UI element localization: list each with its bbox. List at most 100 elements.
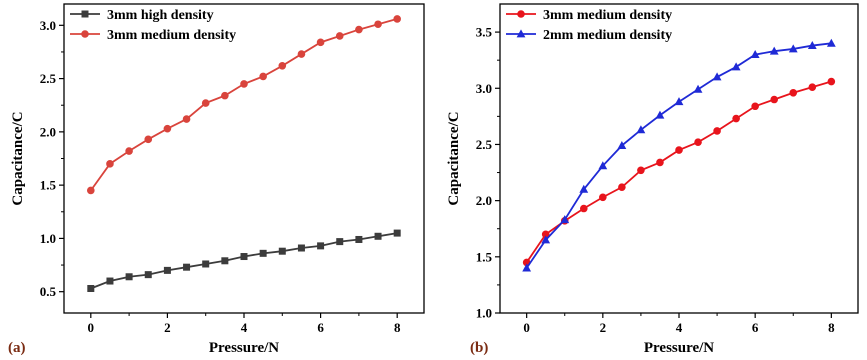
data-point-circle [517,10,525,18]
data-point-circle [713,127,721,135]
data-point-triangle [712,72,722,81]
data-point-triangle [674,97,684,106]
legend-label: 3mm high density [107,8,214,23]
data-point-square [336,238,344,246]
data-point-circle [144,135,153,144]
x-tick-label: 6 [752,320,759,335]
data-point-circle [675,146,683,154]
data-point-circle [335,32,344,40]
data-point-circle [87,186,95,195]
data-point-circle [393,15,401,23]
y-tick-label: 2.0 [40,124,56,139]
data-point-triangle [826,38,836,47]
series-line [90,232,398,290]
data-point-square [81,10,89,18]
data-point-circle [374,20,382,29]
data-point-circle [579,204,588,213]
data-point-square [106,277,114,285]
x-axis-title: Pressure/N [644,340,714,356]
data-point-triangle [560,215,570,224]
series-line [525,42,832,269]
data-point-circle [201,99,210,107]
data-point-circle [751,102,759,111]
y-axis-title: Capacitance/C [446,111,462,205]
data-point-triangle [522,263,532,272]
panel-a-chart: 0 2 4 6 8 0.5 1.0 1.5 2.0 2.5 3.0 Pressure/N Capacit… [8,3,425,356]
plot-frame [499,3,859,314]
panel-b-chart: 0 2 4 6 8 1.0 1.5 2.0 2.5 3.0 3.5 Pressure/N Capacit… [446,3,859,356]
y-tick-label: 3.0 [40,18,56,33]
data-point-square [374,232,382,240]
x-tick-label: 4 [241,320,248,335]
data-point-circle [240,80,248,88]
data-point-triangle [807,40,817,49]
data-point-circle [541,230,550,239]
data-point-triangle [731,62,741,71]
data-point-square [240,253,248,261]
x-tick-label: 8 [394,320,401,335]
data-point-triangle [655,110,665,119]
y-tick-label: 2.5 [476,137,493,152]
series-line [525,80,832,263]
data-point-square [183,263,191,271]
data-point-circle [694,138,702,147]
y-tick-label: 2.0 [476,193,492,208]
x-tick-label: 6 [317,320,324,335]
y-tick-label: 1.0 [40,231,56,246]
data-point-circle [125,147,133,155]
data-point-square [87,284,95,292]
panel-label: (a) [8,340,26,356]
data-point-square [355,235,363,243]
data-point-circle [355,25,363,34]
data-point-circle [599,193,607,202]
data-point-square [221,257,229,265]
data-point-triangle [750,49,760,58]
data-point-triangle [579,184,589,193]
data-point-triangle [693,84,703,93]
y-tick-label: 3.0 [476,81,492,96]
x-tick-label: 0 [88,320,95,335]
data-point-triangle [769,46,779,55]
data-point-triangle [541,235,551,244]
data-point-square [259,249,267,257]
data-point-triangle [636,125,646,134]
data-point-square [393,229,401,237]
y-tick-label: 0.5 [40,284,57,299]
data-point-square [163,266,171,274]
data-point-circle [656,158,664,167]
y-tick-label: 1.5 [476,249,493,264]
y-tick-label: 3.5 [476,25,493,40]
y-tick-label: 1.0 [476,306,492,321]
data-point-square [297,244,305,252]
y-axis-title: Capacitance/C [10,111,26,205]
legend-label: 3mm medium density [543,8,672,23]
data-point-square [278,247,286,255]
data-point-triangle [617,140,627,149]
data-point-triangle [516,29,526,38]
data-point-square [125,273,133,281]
y-tick-label: 2.5 [40,71,57,86]
x-tick-label: 8 [828,320,835,335]
data-point-square [317,242,325,250]
data-point-circle [163,124,172,133]
data-point-circle [808,83,817,91]
data-point-circle [827,77,836,86]
data-point-circle [297,50,306,58]
legend-label: 3mm medium density [107,28,236,43]
y-tick-label: 1.5 [40,178,57,193]
data-point-circle [316,38,325,47]
legend-label: 2mm medium density [543,28,672,43]
data-point-circle [732,114,740,123]
data-point-square [202,260,210,268]
x-tick-label: 2 [600,320,607,335]
series-line [90,18,398,191]
x-tick-label: 2 [164,320,171,335]
data-point-triangle [788,44,798,53]
x-tick-label: 0 [523,320,530,335]
data-point-circle [278,62,287,70]
data-point-circle [637,166,645,175]
data-point-circle [770,95,779,104]
data-point-circle [221,91,229,100]
data-point-circle [259,72,267,81]
